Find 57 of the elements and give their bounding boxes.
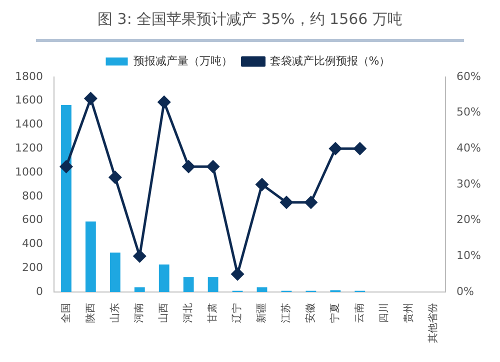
x-tick-label: 辽宁	[231, 303, 244, 323]
bar	[110, 252, 120, 292]
x-tick-label: 甘肃	[206, 303, 219, 323]
y-tick-label: 1000	[14, 165, 43, 178]
point	[182, 160, 195, 173]
point	[206, 160, 220, 173]
y2-tick-label: 20%	[456, 213, 482, 226]
x-tick-label: 河南	[133, 303, 146, 323]
x-tick-label: 江苏	[280, 303, 292, 323]
point	[231, 268, 244, 280]
y-tick-label: 1200	[14, 142, 43, 155]
point	[304, 196, 318, 209]
y2-tick-label: 0%	[456, 284, 474, 298]
y-tick-label: 400	[22, 237, 43, 250]
point	[354, 142, 366, 155]
y-tick-label: 1600	[14, 94, 43, 107]
point	[329, 142, 342, 155]
x-tick-label: 安徽	[304, 303, 317, 323]
bar	[134, 287, 145, 292]
y-tick-label: 200	[22, 260, 43, 274]
y2-tick-label: 10%	[456, 249, 482, 262]
x-tick-label: 山西	[158, 303, 170, 323]
legend-label: 套袋减产比例预报（%）	[270, 54, 390, 68]
x-tick-label: 其他省份	[426, 303, 439, 343]
point	[256, 178, 268, 191]
x-tick-label: 新疆	[256, 303, 268, 323]
y-tick-label: 0	[36, 284, 43, 298]
point	[60, 160, 72, 173]
bar	[86, 222, 96, 292]
x-tick-label: 贵州	[402, 303, 414, 323]
x-tick-label: 山东	[108, 303, 121, 323]
bar	[61, 104, 72, 292]
y2-tick-label: 40%	[456, 142, 482, 155]
y2-tick-label: 30%	[456, 177, 482, 190]
x-tick-label: 河北	[182, 303, 194, 323]
bar	[256, 287, 268, 292]
y-tick-label: 1800	[14, 70, 43, 83]
x-tick-label: 云南	[353, 303, 366, 323]
point	[133, 250, 146, 262]
x-tick-label: 全国	[60, 303, 72, 323]
point	[280, 196, 293, 209]
y2-tick-label: 60%	[456, 70, 482, 83]
chart-title: 图 3: 全国苹果预计减产 35%，约 1566 万吨	[96, 9, 404, 30]
point	[158, 96, 170, 108]
legend-label: 预报减产量（万吨）	[133, 54, 232, 68]
point	[84, 92, 97, 105]
x-tick-label: 四川	[378, 303, 390, 323]
x-tick-label: 宁夏	[329, 303, 342, 323]
x-tick-label: 陕西	[84, 303, 96, 323]
bar	[183, 277, 194, 292]
y2-tick-label: 50%	[456, 106, 482, 119]
y-tick-label: 800	[22, 189, 43, 202]
y-tick-label: 600	[22, 213, 43, 226]
point	[108, 171, 122, 184]
bar	[158, 264, 170, 292]
y-tick-label: 1400	[14, 118, 43, 131]
bar	[208, 277, 218, 292]
